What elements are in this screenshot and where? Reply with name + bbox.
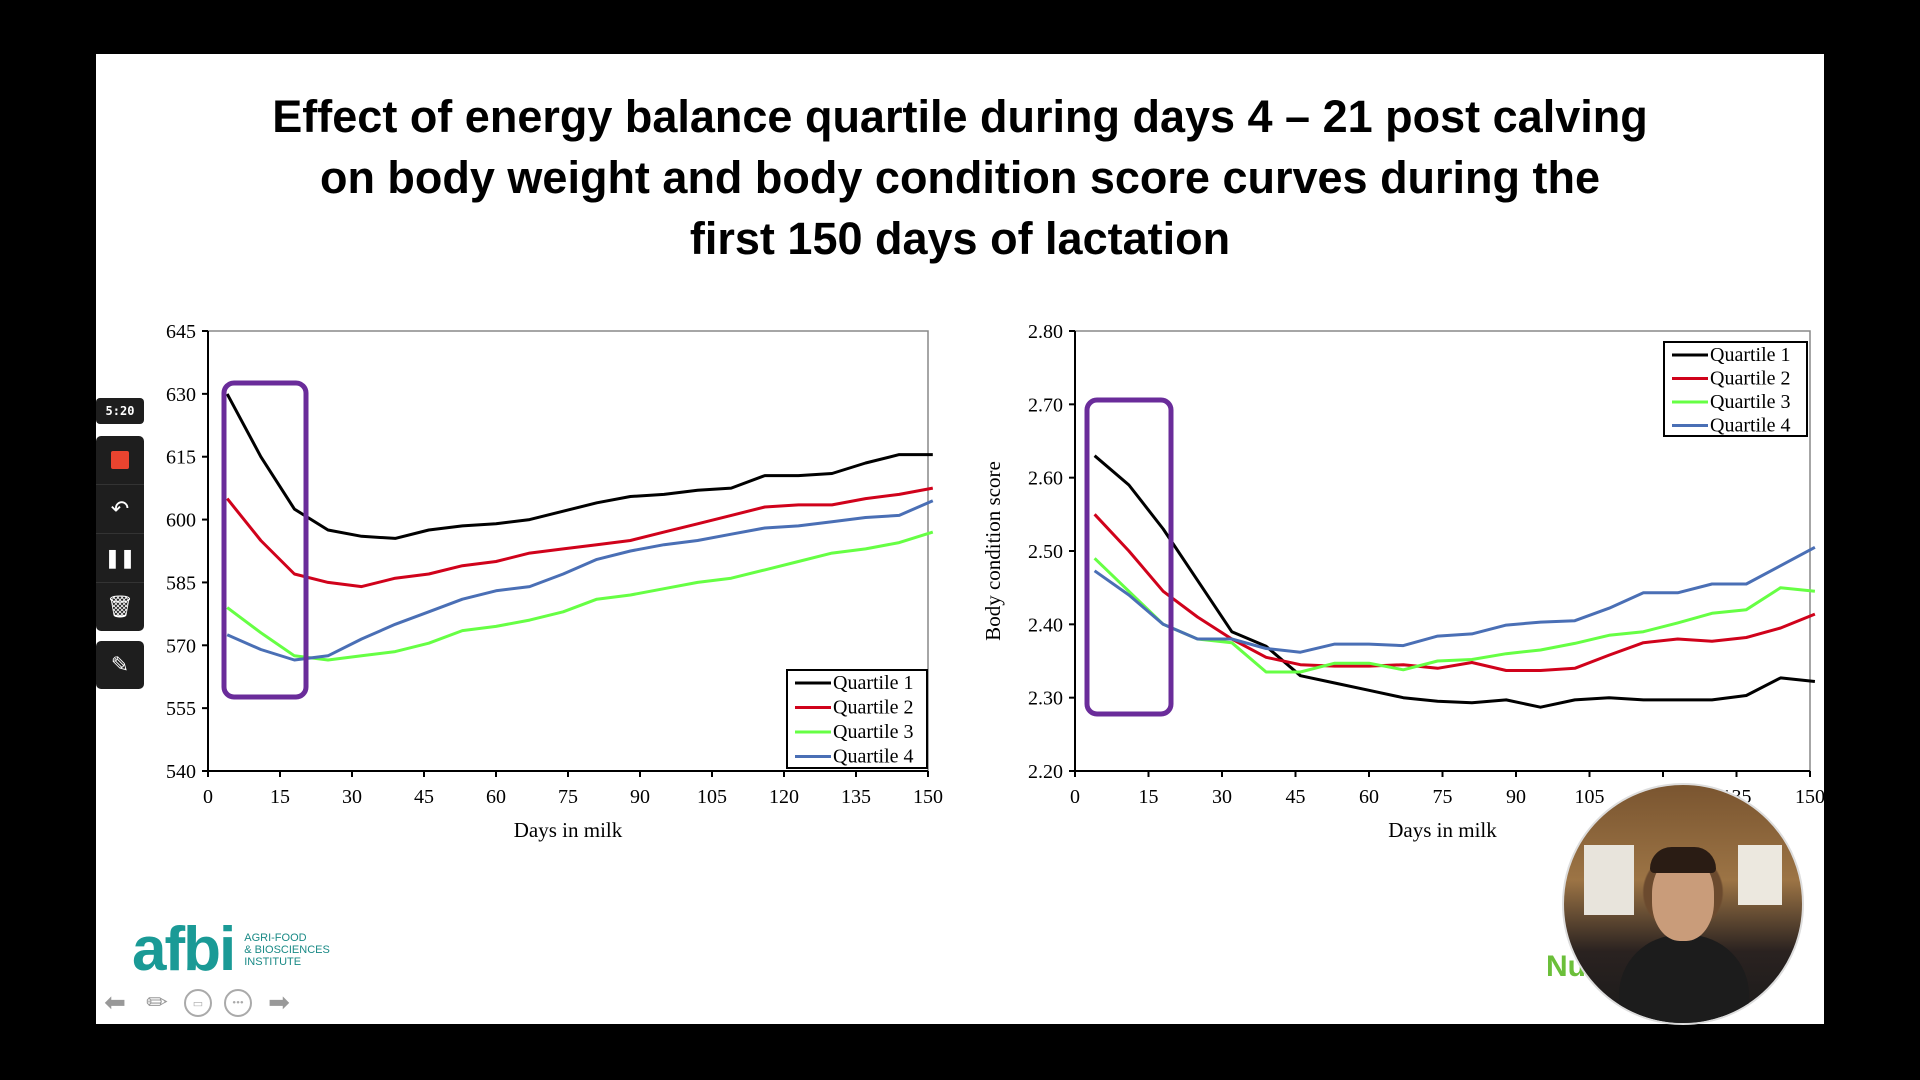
y-tick-label: 2.20 [1028, 761, 1063, 783]
slideshow-controls: ⬅ ✏ ▭ ••• ➡ [100, 988, 294, 1018]
title-line: Effect of energy balance quartile during… [272, 91, 1648, 142]
logo-subtext: & BIOSCIENCES [244, 944, 330, 956]
legend-box [786, 669, 928, 769]
y-tick-label: 645 [166, 321, 196, 343]
x-tick-label: 150 [1795, 786, 1825, 808]
x-tick-label: 15 [270, 786, 290, 808]
previous-slide-button[interactable]: ⬅ [104, 988, 126, 1017]
x-tick-label: 45 [1286, 786, 1306, 808]
x-tick-label: 150 [913, 786, 943, 808]
legend-box [1663, 341, 1808, 437]
logo-subtext: AGRI-FOOD [244, 932, 307, 944]
presenter-webcam[interactable] [1562, 783, 1804, 1025]
legend-label: Quartile 2 [833, 697, 914, 719]
subtitles-button[interactable]: ▭ [184, 989, 212, 1017]
y-tick-label: 555 [166, 698, 196, 720]
x-tick-label: 75 [558, 786, 578, 808]
delete-button[interactable]: 🗑 [96, 583, 144, 631]
x-tick-label: 60 [1359, 786, 1379, 808]
x-tick-label: 0 [1070, 786, 1080, 808]
x-tick-label: 135 [841, 786, 871, 808]
trash-icon: 🗑 [106, 594, 134, 619]
more-options-button[interactable]: ••• [224, 989, 252, 1017]
recording-timer: 5:20 [96, 398, 144, 424]
x-tick-label: 15 [1139, 786, 1159, 808]
series-line-quartile-1 [225, 393, 933, 540]
chart-2: 2.20 2.30 2.40 2.50 2.60 2.70 2.80 0 15 30 45 60 75 9… [981, 321, 1825, 842]
next-slide-button[interactable]: ➡ [268, 988, 290, 1017]
x-tick-label: 105 [1575, 786, 1605, 808]
y-tick-label: 600 [166, 510, 196, 532]
y-tick-label: 540 [166, 761, 196, 783]
x-tick-label: 75 [1433, 786, 1453, 808]
pause-button[interactable]: ❚❚ [96, 534, 144, 583]
y-tick-label: 2.70 [1028, 394, 1063, 416]
series-line-quartile-2 [1093, 513, 1816, 672]
pen-button[interactable]: ✎ [96, 641, 144, 689]
stop-icon [111, 451, 129, 469]
highlight-box [1084, 397, 1174, 717]
slide-title: Effect of energy balance quartile during… [96, 86, 1824, 269]
x-tick-label: 45 [414, 786, 434, 808]
series-line-quartile-4 [226, 499, 934, 662]
highlight-box [221, 380, 309, 700]
y-tick-label: 2.50 [1028, 541, 1063, 563]
legend-label: Quartile 2 [1710, 368, 1791, 390]
pen-icon: ✎ [110, 652, 130, 677]
y-tick-label: 630 [166, 384, 196, 406]
y-axis-label: Body condition score [981, 461, 1005, 641]
x-tick-label: 30 [1212, 786, 1232, 808]
y-tick-label: 2.30 [1028, 688, 1063, 710]
y-tick-label: 570 [166, 635, 196, 657]
x-tick-label: 105 [697, 786, 727, 808]
legend-label: Quartile 3 [833, 721, 914, 743]
y-tick-label: 585 [166, 572, 196, 594]
y-tick-label: 615 [166, 447, 196, 469]
legend-label: Quartile 3 [1710, 391, 1791, 413]
x-axis-label: Days in milk [514, 818, 623, 842]
x-tick-label: 0 [203, 786, 213, 808]
x-tick-label: 60 [486, 786, 506, 808]
chart-1: 540 555 570 585 600 615 630 645 0 15 30 45 60 75 90 105… [166, 321, 943, 842]
x-axis-label: Days in milk [1388, 818, 1497, 842]
legend-label: Quartile 4 [833, 746, 914, 768]
title-line: first 150 days of lactation [689, 213, 1231, 264]
series-line-quartile-3 [226, 530, 934, 662]
undo-button[interactable]: ↶ [96, 485, 144, 534]
pause-icon: ❚❚ [104, 547, 136, 568]
x-tick-label: 90 [1506, 786, 1526, 808]
y-tick-label: 2.80 [1028, 321, 1063, 343]
y-tick-label: 2.60 [1028, 468, 1063, 490]
pen-tool-button[interactable]: ✏ [146, 988, 168, 1017]
legend-label: Quartile 1 [833, 672, 914, 694]
legend-label: Quartile 4 [1710, 415, 1791, 437]
series-line-quartile-4 [1093, 545, 1816, 654]
recording-toolbar: 5:20 ↶ ❚❚ 🗑 ✎ [96, 398, 144, 699]
series-line-quartile-1 [1093, 454, 1816, 709]
x-tick-label: 90 [630, 786, 650, 808]
legend-label: Quartile 1 [1710, 344, 1791, 366]
logo-mark: afbi [132, 915, 236, 984]
x-tick-label: 30 [342, 786, 362, 808]
undo-icon: ↶ [110, 496, 130, 521]
y-tick-label: 2.40 [1028, 614, 1063, 636]
stop-button[interactable] [96, 436, 144, 485]
series-line-quartile-2 [226, 486, 934, 589]
x-tick-label: 120 [769, 786, 799, 808]
afbi-logo: afbi AGRI-FOOD & BIOSCIENCES INSTITUTE [132, 915, 330, 984]
logo-subtext: INSTITUTE [244, 956, 302, 968]
series-line-quartile-3 [1093, 557, 1816, 674]
title-line: on body weight and body condition score … [319, 152, 1601, 203]
